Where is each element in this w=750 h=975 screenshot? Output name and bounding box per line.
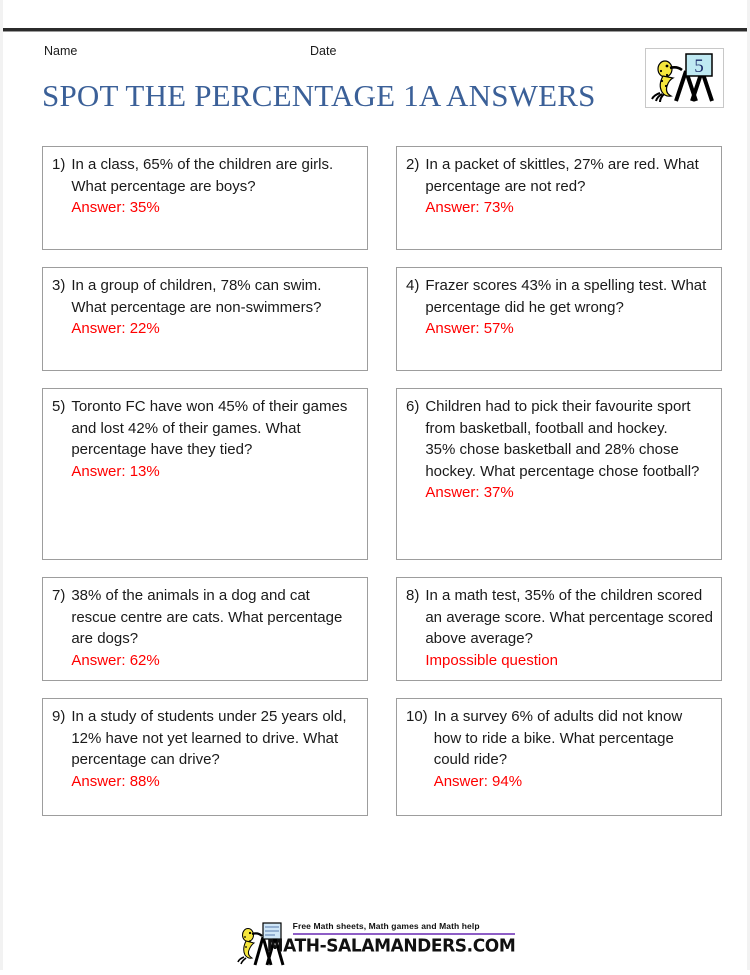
page-title: SPOT THE PERCENTAGE 1A ANSWERS: [42, 78, 596, 113]
question-body: Children had to pick their favourite spo…: [425, 396, 713, 504]
footer-branding: Free Math sheets, Math games and Math he…: [235, 920, 516, 972]
question-body: In a class, 65% of the children are girl…: [71, 154, 359, 219]
question-box-8: 8) In a math test, 35% of the children s…: [396, 577, 722, 681]
question-text: In a math test, 35% of the children scor…: [425, 587, 714, 647]
page-edge-left: [0, 0, 3, 970]
worksheet-header: Name Date: [44, 44, 644, 62]
question-text: In a study of students under 25 years ol…: [71, 708, 347, 768]
question-number: 5): [52, 398, 66, 415]
question-text: In a group of children, 78% can swim. Wh…: [71, 277, 322, 316]
answer-text: Answer: 13%: [71, 462, 160, 480]
math-salamanders-logo-icon: 5: [645, 48, 724, 108]
question-row-4: 7) 38% of the animals in a dog and cat r…: [42, 577, 722, 681]
question-row-3: 5) Toronto FC have won 45% of their game…: [42, 388, 722, 560]
question-body: Toronto FC have won 45% of their games a…: [71, 396, 359, 482]
question-number: 1): [52, 156, 66, 173]
question-text: In a survey 6% of adults did not know ho…: [433, 708, 683, 768]
answer-text: Answer: 57%: [425, 320, 514, 337]
footer-tagline: Free Math sheets, Math games and Math he…: [292, 921, 480, 931]
answer-text: Answer: 35%: [71, 199, 160, 216]
answer-text: Answer: 62%: [71, 651, 160, 669]
question-text: In a packet of skittles, 27% are red. Wh…: [425, 156, 699, 195]
question-text: In a class, 65% of the children are girl…: [71, 156, 334, 195]
worksheet-sheet: Name Date SPOT THE PERCENTAGE 1A ANSWERS…: [0, 32, 750, 970]
answer-text: Answer: 94%: [433, 772, 523, 790]
question-box-9: 9) In a study of students under 25 years…: [42, 698, 368, 816]
name-label: Name: [44, 44, 78, 58]
page-top-rule: [3, 28, 747, 32]
salamander-easel-icon: 5: [646, 49, 723, 107]
question-number: 3): [52, 277, 66, 294]
question-body: 38% of the animals in a dog and cat resc…: [71, 585, 359, 671]
question-number: 8): [406, 587, 420, 604]
question-number: 4): [406, 277, 420, 294]
footer-divider: [292, 933, 516, 935]
question-row-5: 9) In a study of students under 25 years…: [42, 698, 722, 816]
date-label: Date: [310, 44, 337, 58]
page-footer: Free Math sheets, Math games and Math he…: [0, 920, 750, 972]
question-number: 10): [406, 708, 428, 725]
question-row-2: 3) In a group of children, 78% can swim.…: [42, 267, 722, 371]
svg-text:5: 5: [694, 56, 704, 77]
question-body: In a math test, 35% of the children scor…: [425, 585, 713, 671]
question-number: 7): [52, 587, 66, 604]
footer-salamander-logo-icon: [235, 920, 291, 970]
page-edge-right: [747, 0, 750, 970]
question-box-6: 6) Children had to pick their favourite …: [396, 388, 722, 560]
footer-url: MATH-SALAMANDERS.COM: [266, 936, 516, 957]
question-box-3: 3) In a group of children, 78% can swim.…: [42, 267, 368, 371]
question-body: Frazer scores 43% in a spelling test. Wh…: [425, 275, 713, 340]
answer-text: Impossible question: [425, 651, 558, 669]
question-body: In a study of students under 25 years ol…: [71, 706, 359, 792]
question-body: In a survey 6% of adults did not know ho…: [434, 706, 713, 792]
question-row-1: 1) In a class, 65% of the children are g…: [42, 146, 722, 250]
footer-text-block: Free Math sheets, Math games and Math he…: [267, 920, 516, 957]
question-body: In a group of children, 78% can swim. Wh…: [71, 275, 359, 340]
answer-text: Answer: 73%: [425, 199, 514, 216]
answer-text: Answer: 37%: [425, 484, 514, 501]
question-text: Frazer scores 43% in a spelling test. Wh…: [425, 277, 707, 316]
answer-text: Answer: 22%: [71, 320, 160, 337]
question-number: 9): [52, 708, 66, 725]
question-box-4: 4) Frazer scores 43% in a spelling test.…: [396, 267, 722, 371]
question-text: 38% of the animals in a dog and cat resc…: [71, 587, 343, 647]
question-text: Toronto FC have won 45% of their games a…: [71, 398, 348, 458]
question-number: 6): [406, 398, 420, 415]
question-box-1: 1) In a class, 65% of the children are g…: [42, 146, 368, 250]
question-text: Children had to pick their favourite spo…: [425, 398, 700, 480]
question-number: 2): [406, 156, 420, 173]
question-box-7: 7) 38% of the animals in a dog and cat r…: [42, 577, 368, 681]
answer-text: Answer: 88%: [71, 772, 160, 790]
questions-grid: 1) In a class, 65% of the children are g…: [42, 146, 722, 833]
question-body: In a packet of skittles, 27% are red. Wh…: [425, 154, 713, 219]
question-box-2: 2) In a packet of skittles, 27% are red.…: [396, 146, 722, 250]
question-box-10: 10) In a survey 6% of adults did not kno…: [396, 698, 722, 816]
salamander-easel-small-icon: [236, 922, 285, 966]
question-box-5: 5) Toronto FC have won 45% of their game…: [42, 388, 368, 560]
